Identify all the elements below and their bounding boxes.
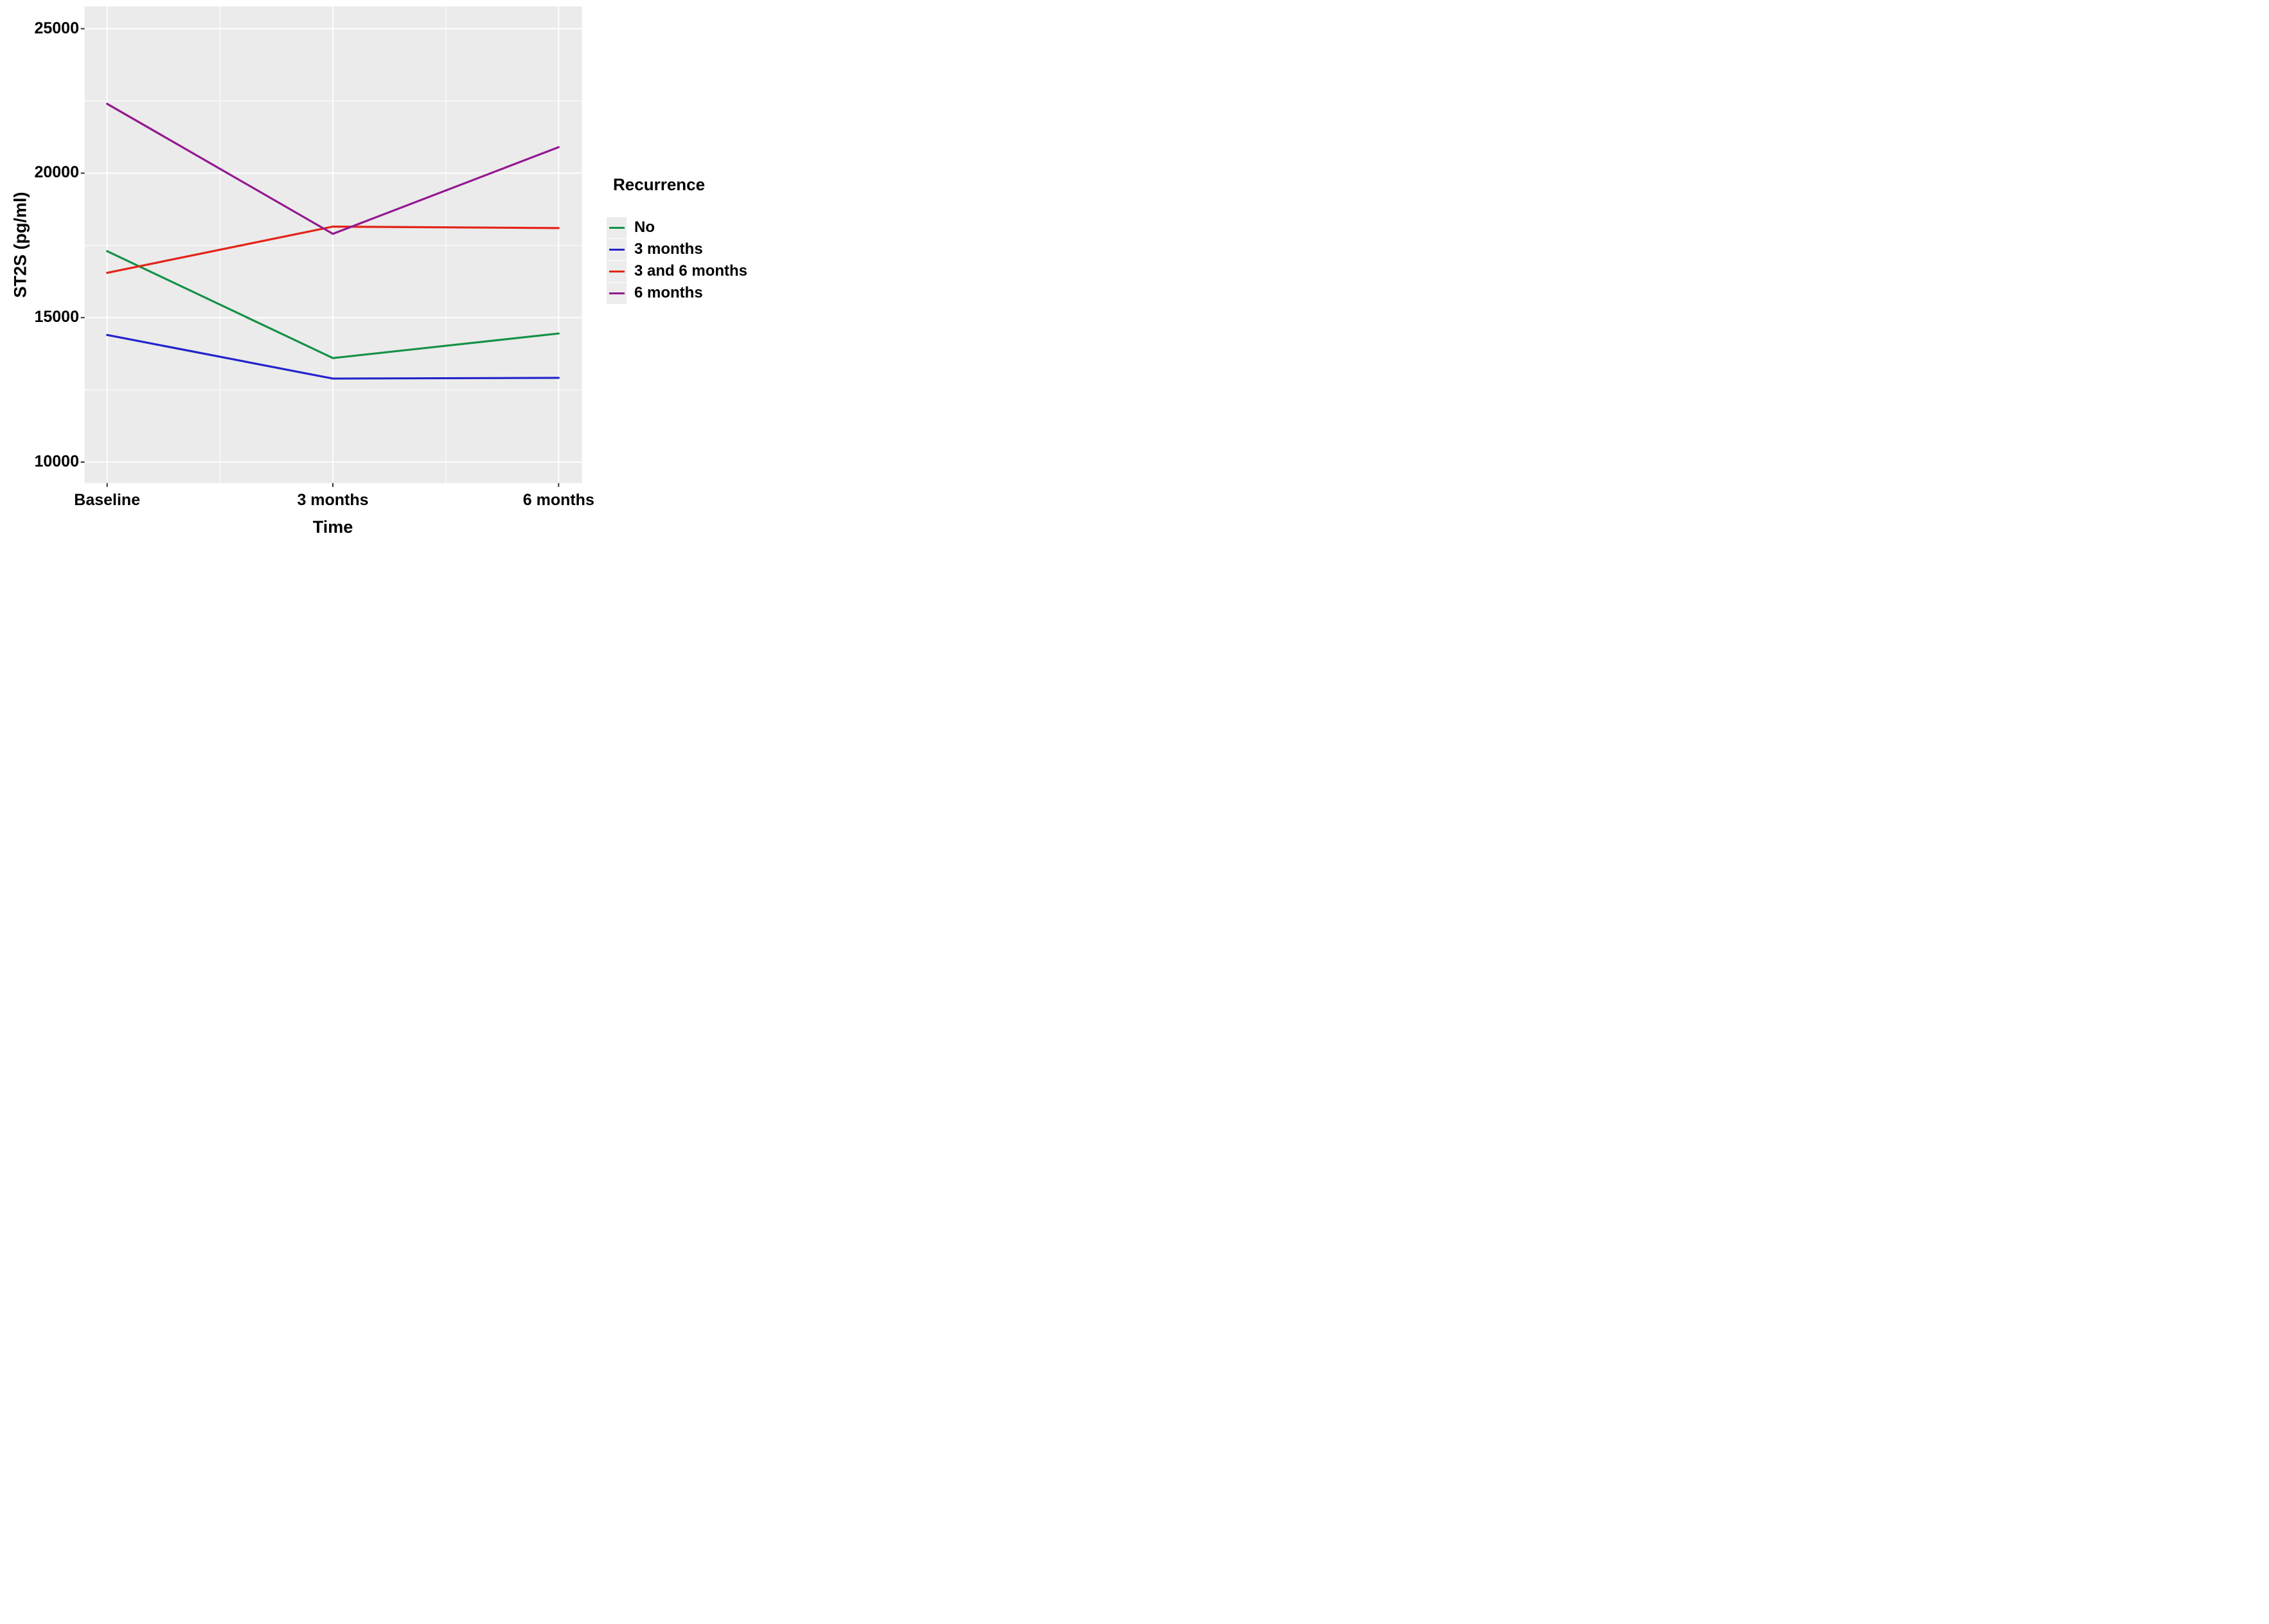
legend-title: Recurrence	[613, 175, 706, 194]
legend-key-line	[609, 226, 625, 229]
legend-key	[607, 282, 627, 304]
legend-label: 3 and 6 months	[634, 262, 748, 280]
legend-key-line	[609, 270, 625, 272]
legend-label: 6 months	[634, 284, 703, 301]
series-line-6-months	[106, 102, 560, 235]
y-tick-label: 25000	[34, 19, 79, 37]
series-line-3-and-6-months	[106, 226, 560, 274]
y-tick-label: 20000	[34, 163, 79, 182]
legend: Recurrence No 3 months 3 and 6 months 6 mon…	[607, 175, 754, 304]
y-tick-label: 10000	[34, 452, 79, 470]
y-axis-title: ST2S (pg/ml)	[10, 192, 30, 298]
chart-canvas	[80, 6, 582, 487]
legend-key-line	[609, 292, 625, 294]
legend-label: 3 months	[634, 240, 703, 258]
figure: 10000 15000 20000 25000 Baseline 3 months 6 m…	[0, 0, 756, 541]
legend-item-3-months: 3 months	[607, 238, 754, 260]
legend-key	[607, 260, 627, 282]
legend-key	[607, 238, 627, 260]
x-tick-label: 6 months	[522, 491, 594, 509]
legend-key	[607, 217, 627, 238]
x-tick-label: 3 months	[297, 491, 369, 509]
legend-item-3-and-6-months: 3 and 6 months	[607, 260, 754, 282]
series-line-3-months	[106, 334, 560, 380]
y-tick-label: 15000	[34, 308, 79, 326]
legend-label: No	[634, 219, 655, 236]
legend-key-line	[609, 248, 625, 251]
x-tick-label: Baseline	[74, 491, 141, 509]
legend-items: No 3 months 3 and 6 months 6 months	[607, 217, 754, 304]
legend-item-no: No	[607, 217, 754, 238]
legend-item-6-months: 6 months	[607, 282, 754, 304]
x-axis-title: Time	[312, 517, 353, 537]
series-line-no	[106, 250, 560, 359]
